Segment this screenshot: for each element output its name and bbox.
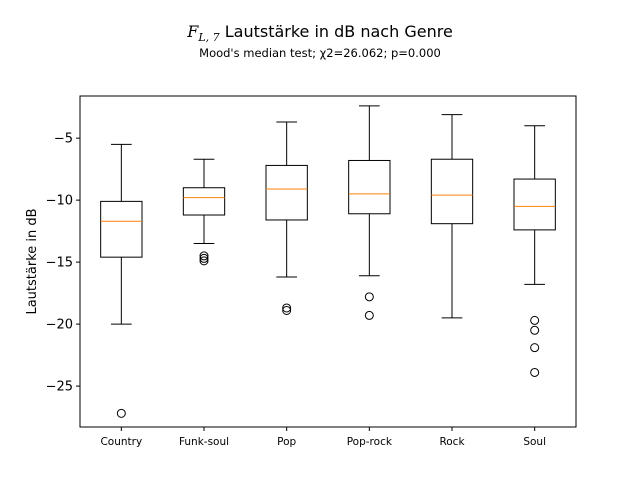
title-text: Lautstärke in dB nach Genre: [224, 22, 453, 41]
box-group: [348, 105, 391, 320]
x-tick-label: Rock: [439, 436, 465, 448]
box-iqr: [430, 158, 474, 225]
y-tick-label: −10: [46, 194, 73, 209]
title-subscript: L, 7: [198, 31, 220, 45]
x-tick-label: Funk-soul: [179, 436, 229, 448]
outlier-point: [530, 325, 540, 335]
y-axis: −5 −10 −15 −20 −25: [46, 132, 80, 395]
box-group: [100, 143, 143, 418]
box-series: [100, 105, 556, 418]
y-axis-label: Lautstärke in dB: [25, 208, 40, 314]
x-tick-label: Country: [100, 436, 142, 448]
outlier-point: [530, 343, 540, 353]
outlier-point: [199, 251, 209, 261]
outlier-point: [199, 256, 209, 266]
title-symbol: F: [187, 22, 199, 41]
chart-subtitle: Mood's median test; χ2=26.062; p=0.000: [199, 46, 441, 60]
box-iqr: [100, 200, 143, 258]
box-group: [182, 158, 226, 266]
outlier-point: [116, 408, 126, 418]
outlier-point: [199, 253, 209, 263]
outlier-point: [364, 292, 374, 302]
x-tick-label: Soul: [523, 436, 546, 448]
y-tick-label: −20: [46, 318, 73, 333]
box-iqr: [265, 164, 308, 221]
outlier-point: [530, 315, 540, 325]
y-tick-label: −5: [54, 132, 73, 147]
y-tick-label: −15: [46, 256, 73, 271]
x-tick-label: Pop: [277, 436, 296, 448]
plot-area-frame: [79, 95, 577, 428]
box-iqr: [182, 187, 226, 216]
box-group: [430, 114, 474, 319]
box-iqr: [513, 178, 556, 231]
x-axis: Country Funk-soul Pop Pop-rock Rock Soul: [100, 427, 546, 448]
outlier-point: [530, 367, 540, 377]
box-group: [265, 121, 308, 315]
y-tick-label: −25: [46, 380, 73, 395]
outlier-point: [282, 303, 292, 313]
outlier-point: [282, 305, 292, 315]
outlier-point: [364, 310, 374, 320]
x-tick-label: Pop-rock: [347, 436, 393, 448]
chart-title: FL, 7 Lautstärke in dB nach Genre: [0, 20, 640, 50]
box-group: [513, 125, 556, 377]
box-iqr: [348, 159, 391, 215]
